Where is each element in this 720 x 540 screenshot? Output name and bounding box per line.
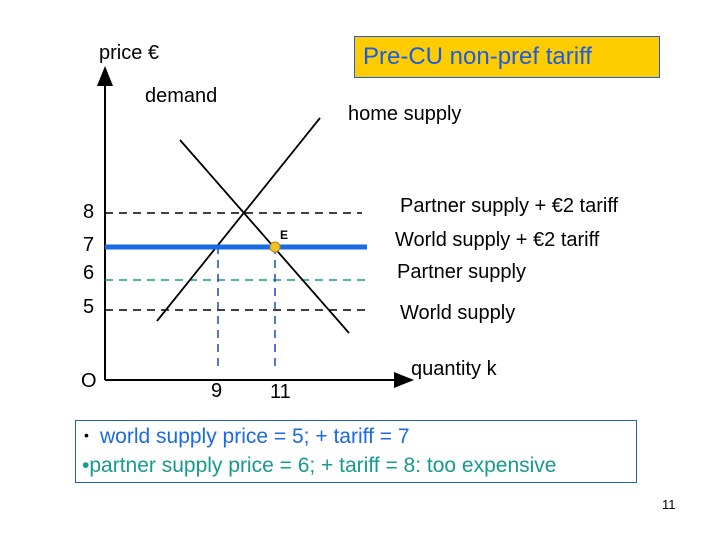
equilibrium-label: E	[280, 228, 289, 242]
partner-supply-label: Partner supply	[397, 261, 526, 283]
x-axis-label: quantity k	[411, 358, 497, 380]
title-box: Pre-CU non-pref tariff	[354, 36, 660, 78]
demand-label: demand	[145, 85, 218, 107]
tick-5: 5	[83, 296, 95, 318]
partner-tariff-label: Partner supply + €2 tariff	[400, 195, 619, 217]
tick-9: 9	[211, 380, 223, 402]
slide-title: Pre-CU non-pref tariff	[363, 43, 592, 70]
equilibrium-point	[269, 241, 281, 253]
world-tariff-label: World supply + €2 tariff	[395, 229, 600, 251]
notes-box: • world supply price = 5; + tariff = 7 •…	[75, 420, 637, 483]
page-number: 11	[662, 497, 676, 512]
world-supply-label: World supply	[400, 302, 516, 324]
tick-8: 8	[83, 201, 95, 223]
home-supply-label: home supply	[348, 103, 462, 125]
origin-label: O	[81, 370, 97, 392]
home-supply-curve	[156, 117, 321, 322]
tick-7: 7	[83, 234, 95, 256]
note-world: world supply price = 5; + tariff = 7	[100, 425, 410, 448]
note-partner: •partner supply price = 6; + tariff = 8:…	[82, 454, 557, 477]
note-bullet: •	[84, 427, 89, 443]
tick-6: 6	[83, 262, 95, 284]
tick-11: 11	[270, 381, 291, 403]
y-axis-label: price €	[99, 42, 160, 64]
demand-curve	[179, 139, 350, 334]
